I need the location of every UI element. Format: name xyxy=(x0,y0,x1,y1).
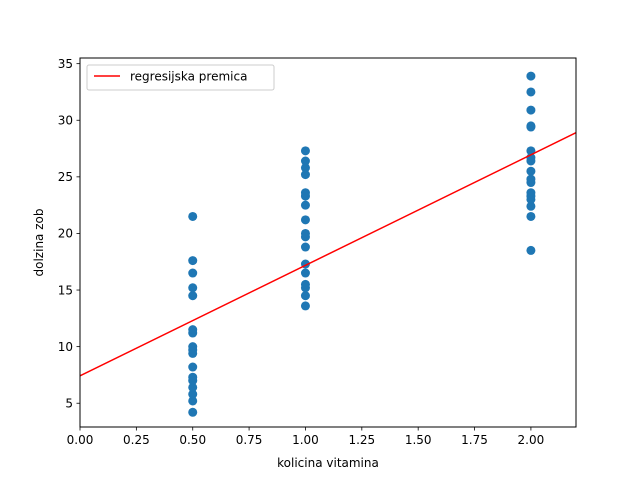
legend-label: regresijska premica xyxy=(130,70,247,84)
y-tick-label: 30 xyxy=(58,114,73,128)
y-tick-label: 25 xyxy=(58,170,73,184)
x-tick-label: 1.50 xyxy=(405,433,432,447)
scatter-point-12 xyxy=(188,291,198,301)
scatter-point-25 xyxy=(300,228,310,238)
scatter-point-48 xyxy=(526,105,536,115)
scatter-point-18 xyxy=(300,291,310,301)
plot-data-layer xyxy=(80,71,576,417)
scatter-point-1 xyxy=(188,396,198,406)
legend-box xyxy=(86,64,275,91)
regression-line xyxy=(80,132,576,377)
y-axis: 5 10 15 20 25 30 35 xyxy=(58,57,80,411)
scatter-point-27 xyxy=(300,200,310,210)
scatter-point-47 xyxy=(526,121,536,131)
scatter-point-49 xyxy=(526,87,536,97)
scatter-point-23 xyxy=(300,242,310,252)
scatter-point-41 xyxy=(526,174,536,184)
x-tick-label: 0.00 xyxy=(67,433,94,447)
y-tick-label: 20 xyxy=(58,227,73,241)
x-axis: 0.00 0.25 0.50 0.75 1.00 1.25 1.50 1.75 2.00 xyxy=(67,427,545,447)
scatter-point-31 xyxy=(300,163,310,173)
scatter-point-35 xyxy=(526,211,536,221)
y-axis-label: dolzina zob xyxy=(32,209,46,277)
x-tick-label: 0.75 xyxy=(236,433,263,447)
scatter-point-17 xyxy=(300,301,310,311)
scatter-point-14 xyxy=(188,268,198,278)
scatter-point-34 xyxy=(526,245,536,255)
scatter-point-50 xyxy=(526,71,536,81)
scatter-point-5 xyxy=(188,372,198,382)
scatter-point-6 xyxy=(188,362,198,372)
scatter-point-13 xyxy=(188,283,198,293)
x-tick-label: 0.25 xyxy=(123,433,150,447)
x-tick-label: 2.00 xyxy=(518,433,545,447)
x-tick-label: 1.75 xyxy=(461,433,488,447)
legend: regresijska premica xyxy=(86,64,275,91)
y-tick-label: 15 xyxy=(58,283,73,297)
scatter-point-20 xyxy=(300,279,310,289)
scatter-point-33 xyxy=(300,146,310,156)
x-tick-label: 1.25 xyxy=(348,433,375,447)
scatter-point-36 xyxy=(526,201,536,211)
scatter-point-3 xyxy=(188,382,198,392)
scatter-point-11 xyxy=(188,325,198,335)
y-tick-label: 35 xyxy=(58,57,73,71)
scatter-point-32 xyxy=(300,156,310,166)
scatter-point-29 xyxy=(300,188,310,198)
scatter-point-21 xyxy=(300,268,310,278)
y-tick-label: 5 xyxy=(65,397,73,411)
x-tick-label: 0.50 xyxy=(179,433,206,447)
scatter-point-26 xyxy=(300,215,310,225)
x-axis-label: kolicina vitamina xyxy=(277,456,379,470)
scatter-point-9 xyxy=(188,342,198,352)
scatter-point-15 xyxy=(188,256,198,266)
scatter-point-16 xyxy=(188,211,198,221)
y-tick-label: 10 xyxy=(58,340,73,354)
plot-frame xyxy=(79,57,577,428)
scatter-point-30 xyxy=(300,170,310,180)
scatter-point-42 xyxy=(526,166,536,176)
x-tick-label: 1.00 xyxy=(292,433,319,447)
scatter-point-0 xyxy=(188,407,198,417)
scatter-point-39 xyxy=(526,188,536,198)
scatter-point-2 xyxy=(188,389,198,399)
